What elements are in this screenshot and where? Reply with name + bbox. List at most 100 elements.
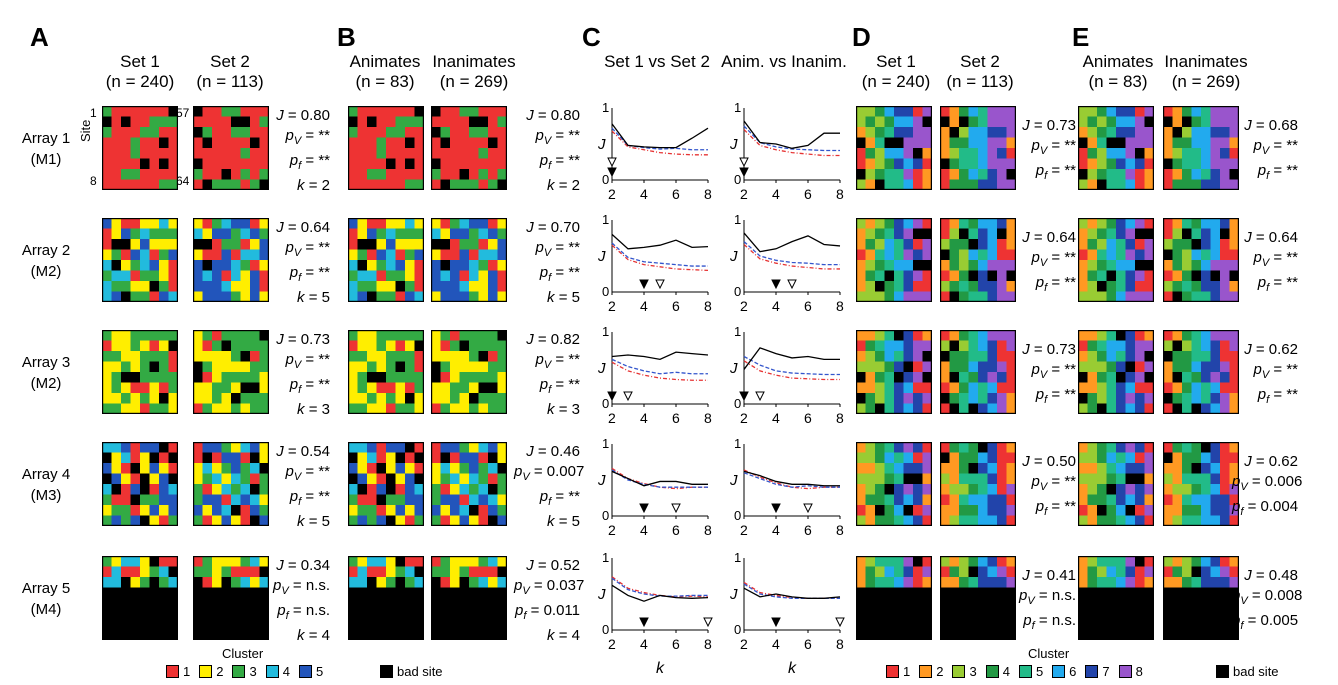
x-tick-label: 6: [672, 298, 680, 314]
site-cell: [212, 260, 222, 271]
site-cell: [1191, 179, 1202, 190]
site-cell: [367, 494, 377, 506]
site-cell: [865, 619, 876, 630]
site-cell: [357, 629, 368, 640]
cluster-map-border: [940, 442, 1016, 526]
site-cell: [111, 148, 122, 159]
site-cell: [978, 473, 988, 485]
site-cell: [121, 372, 131, 383]
site-cell: [348, 148, 358, 159]
site-cell: [1125, 587, 1136, 599]
site-cell: [1006, 372, 1016, 383]
open-marker: [655, 279, 665, 290]
site-cell: [376, 239, 387, 250]
site-cell: [478, 566, 489, 578]
x-tick-label: 8: [704, 522, 712, 538]
site-cell: [987, 260, 998, 271]
site-cell: [469, 270, 479, 282]
series-black: [743, 470, 840, 487]
site-cell: [102, 137, 112, 149]
site-cell: [1201, 515, 1211, 526]
y-tick-label: 1: [602, 324, 609, 339]
site-cell: [1163, 270, 1173, 282]
site-cell: [968, 598, 979, 609]
site-cell: [913, 281, 923, 292]
cluster-map-border: [348, 218, 424, 302]
site-cell: [922, 291, 932, 302]
stat-pv: pV = **: [535, 127, 580, 147]
site-cell: [488, 239, 498, 250]
site-cell: [450, 382, 460, 394]
site-cell: [959, 403, 969, 414]
site-cell: [414, 116, 424, 128]
site-cell: [478, 340, 489, 352]
site-cell: [450, 169, 460, 180]
site-cell: [212, 228, 222, 240]
site-cell: [450, 260, 460, 271]
site-cell: [469, 619, 479, 630]
site-cell: [357, 218, 368, 229]
legend-left-title: Cluster: [222, 646, 264, 661]
site-cell: [997, 577, 1007, 588]
site-cell: [1078, 158, 1088, 170]
site-cell: [949, 291, 960, 302]
site-cell: [978, 270, 988, 282]
site-cell: [386, 179, 396, 190]
site-cell: [1210, 619, 1221, 630]
stat-pf: pf = **: [1257, 274, 1298, 294]
site-cell: [978, 463, 988, 474]
site-cell: [395, 218, 406, 229]
site-cell: [978, 515, 988, 526]
site-cell: [884, 598, 895, 609]
site-cell: [1220, 281, 1230, 292]
site-cell: [1144, 556, 1154, 567]
site-cell: [903, 382, 914, 394]
site-cell: [159, 361, 169, 373]
site-cell: [459, 515, 470, 526]
cluster-map-border: [1163, 442, 1239, 526]
x-tick-label: 2: [740, 522, 748, 538]
site-cell: [1116, 340, 1126, 352]
site-cell: [1182, 403, 1192, 414]
series-red: [611, 576, 709, 598]
site-cell: [1182, 169, 1192, 180]
site-cell: [978, 228, 988, 240]
site-cell: [865, 361, 876, 373]
site-cell: [386, 116, 396, 128]
site-cell: [193, 463, 203, 474]
site-cell: [884, 463, 895, 474]
site-cell: [1006, 494, 1016, 506]
site-cell: [913, 442, 923, 453]
site-cell: [894, 494, 904, 506]
site-cell: [202, 281, 213, 292]
site-cell: [875, 587, 885, 599]
site-cell: [940, 494, 950, 506]
site-cell: [968, 137, 979, 149]
site-cell: [459, 361, 470, 373]
site-cell: [987, 587, 998, 599]
site-cell: [1201, 137, 1211, 149]
site-cell: [1006, 484, 1016, 495]
site-cell: [1172, 260, 1183, 271]
series-red: [611, 244, 709, 272]
site-cell: [865, 484, 876, 495]
monkey-name: (M4): [30, 601, 62, 618]
y-tick-label: 1: [602, 550, 609, 565]
site-cell: [102, 473, 112, 485]
site-cell: [987, 577, 998, 588]
site-cell: [940, 484, 950, 495]
series-blue: [743, 241, 840, 266]
site-cell: [431, 106, 441, 117]
site-cell: [922, 619, 932, 630]
site-cell: [1201, 281, 1211, 292]
site-cell: [259, 340, 269, 352]
y-tick-label: 0: [734, 622, 741, 637]
site-cell: [1163, 442, 1173, 453]
x-tick-label: 6: [672, 522, 680, 538]
site-cell: [405, 127, 415, 138]
site-cell: [121, 505, 131, 516]
site-cell: [221, 239, 232, 250]
site-cell: [1182, 393, 1192, 404]
site-cell: [856, 239, 866, 250]
stat-j: J = 0.48: [1244, 567, 1298, 584]
